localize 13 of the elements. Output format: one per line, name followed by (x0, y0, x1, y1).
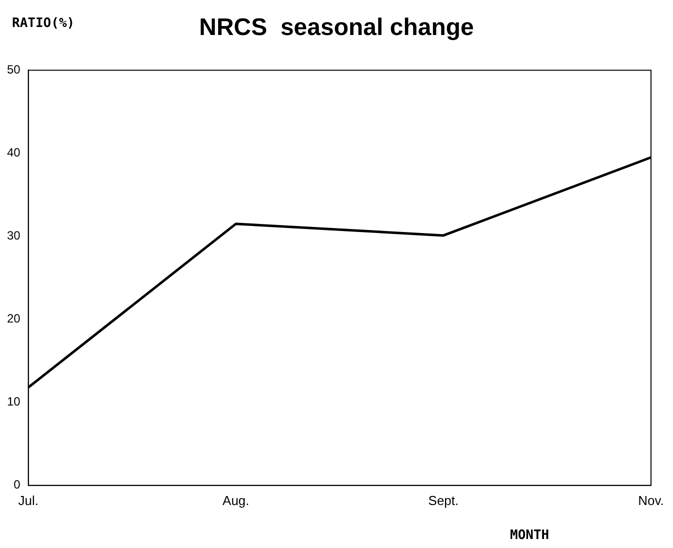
y-axis-title: RATIO(%) (12, 16, 75, 31)
y-tick-label: 20 (6, 312, 21, 326)
y-tick-label: 10 (6, 394, 21, 409)
x-axis-title: MONTH (510, 528, 550, 543)
x-tick-label: Aug. (222, 492, 250, 508)
y-tick-label: 50 (6, 62, 21, 77)
x-tick-label: Jul. (18, 492, 38, 508)
x-tick-label: Nov. (638, 492, 664, 508)
y-tick-label: 0 (14, 478, 21, 492)
x-tick-label: Sept. (428, 492, 459, 508)
chart-title: NRCS seasonal change (199, 14, 474, 41)
y-tick-label: 30 (6, 228, 21, 243)
y-tick-label: 40 (6, 146, 21, 160)
